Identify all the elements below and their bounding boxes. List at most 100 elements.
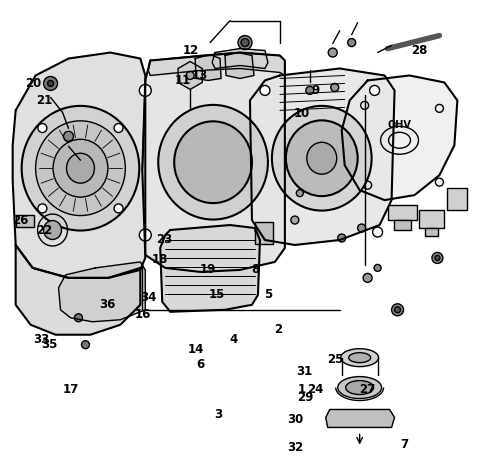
Text: 31: 31 xyxy=(295,365,312,378)
Polygon shape xyxy=(195,55,221,80)
Ellipse shape xyxy=(238,36,252,49)
Ellipse shape xyxy=(348,352,371,362)
Text: 30: 30 xyxy=(287,413,303,426)
Ellipse shape xyxy=(370,86,380,95)
Ellipse shape xyxy=(395,307,401,313)
Ellipse shape xyxy=(174,121,252,203)
Bar xyxy=(15,215,34,227)
Ellipse shape xyxy=(43,220,62,239)
Polygon shape xyxy=(178,62,202,89)
Text: 28: 28 xyxy=(411,44,428,57)
Bar xyxy=(419,210,444,228)
Text: 6: 6 xyxy=(196,358,204,371)
Text: 23: 23 xyxy=(156,234,173,247)
Polygon shape xyxy=(13,53,145,278)
Text: 25: 25 xyxy=(328,353,344,366)
Text: 27: 27 xyxy=(360,383,376,396)
Polygon shape xyxy=(212,48,268,68)
Ellipse shape xyxy=(48,80,54,86)
Ellipse shape xyxy=(53,139,108,197)
Polygon shape xyxy=(342,76,457,200)
Ellipse shape xyxy=(38,124,47,133)
Text: 3: 3 xyxy=(214,408,222,421)
Text: 16: 16 xyxy=(135,308,151,321)
Ellipse shape xyxy=(338,377,382,399)
Ellipse shape xyxy=(435,256,440,260)
Ellipse shape xyxy=(36,121,125,216)
Text: OHV: OHV xyxy=(388,120,412,130)
Polygon shape xyxy=(15,245,140,335)
Text: 17: 17 xyxy=(62,383,79,396)
Bar xyxy=(393,220,412,230)
Ellipse shape xyxy=(341,349,378,367)
Text: 13: 13 xyxy=(192,69,208,82)
Text: 9: 9 xyxy=(312,84,320,97)
Ellipse shape xyxy=(306,86,314,95)
Ellipse shape xyxy=(139,85,151,96)
Ellipse shape xyxy=(64,131,73,141)
Polygon shape xyxy=(225,53,254,78)
Ellipse shape xyxy=(139,229,151,241)
Ellipse shape xyxy=(432,252,443,264)
Bar xyxy=(388,205,417,220)
Ellipse shape xyxy=(374,265,381,271)
Text: 4: 4 xyxy=(230,333,238,346)
Ellipse shape xyxy=(373,227,383,237)
Text: 22: 22 xyxy=(37,224,53,237)
Ellipse shape xyxy=(75,314,82,322)
Text: 20: 20 xyxy=(26,77,42,90)
Text: 11: 11 xyxy=(175,74,191,87)
Ellipse shape xyxy=(272,106,372,210)
Ellipse shape xyxy=(158,105,268,219)
Ellipse shape xyxy=(307,142,337,174)
Text: 21: 21 xyxy=(37,94,53,107)
Ellipse shape xyxy=(346,380,374,395)
Ellipse shape xyxy=(291,216,299,224)
Text: 14: 14 xyxy=(188,343,204,356)
Text: 7: 7 xyxy=(401,438,409,451)
Ellipse shape xyxy=(22,106,139,230)
Text: 33: 33 xyxy=(33,333,50,346)
Polygon shape xyxy=(160,225,260,312)
Polygon shape xyxy=(142,53,285,272)
Ellipse shape xyxy=(363,274,372,282)
Ellipse shape xyxy=(38,204,47,213)
Text: 29: 29 xyxy=(297,391,314,404)
Bar xyxy=(426,228,439,236)
Text: 12: 12 xyxy=(183,44,199,57)
Ellipse shape xyxy=(260,86,270,95)
Text: 35: 35 xyxy=(41,338,58,351)
Ellipse shape xyxy=(358,224,366,232)
Polygon shape xyxy=(58,262,145,322)
Text: 18: 18 xyxy=(152,254,168,266)
Ellipse shape xyxy=(186,71,194,79)
Text: 36: 36 xyxy=(99,298,116,311)
Bar xyxy=(255,222,273,244)
Polygon shape xyxy=(148,53,285,76)
Polygon shape xyxy=(250,68,395,245)
Text: 34: 34 xyxy=(140,291,157,304)
Ellipse shape xyxy=(391,304,403,316)
Ellipse shape xyxy=(67,153,94,183)
Ellipse shape xyxy=(241,38,249,47)
Ellipse shape xyxy=(328,48,337,57)
Bar xyxy=(447,188,468,210)
Ellipse shape xyxy=(286,120,358,196)
Ellipse shape xyxy=(114,204,123,213)
Ellipse shape xyxy=(338,234,346,242)
Text: 26: 26 xyxy=(13,214,29,227)
Text: 15: 15 xyxy=(209,288,225,301)
Text: 5: 5 xyxy=(264,288,272,301)
Polygon shape xyxy=(326,409,395,428)
Text: 32: 32 xyxy=(287,441,303,454)
Text: 24: 24 xyxy=(308,383,324,396)
Ellipse shape xyxy=(296,190,303,197)
Ellipse shape xyxy=(114,124,123,133)
Text: 2: 2 xyxy=(274,323,282,336)
Ellipse shape xyxy=(331,84,339,91)
Ellipse shape xyxy=(255,225,265,235)
Text: 10: 10 xyxy=(294,107,310,120)
Ellipse shape xyxy=(43,76,57,90)
Ellipse shape xyxy=(81,341,90,349)
Text: 8: 8 xyxy=(251,264,259,276)
